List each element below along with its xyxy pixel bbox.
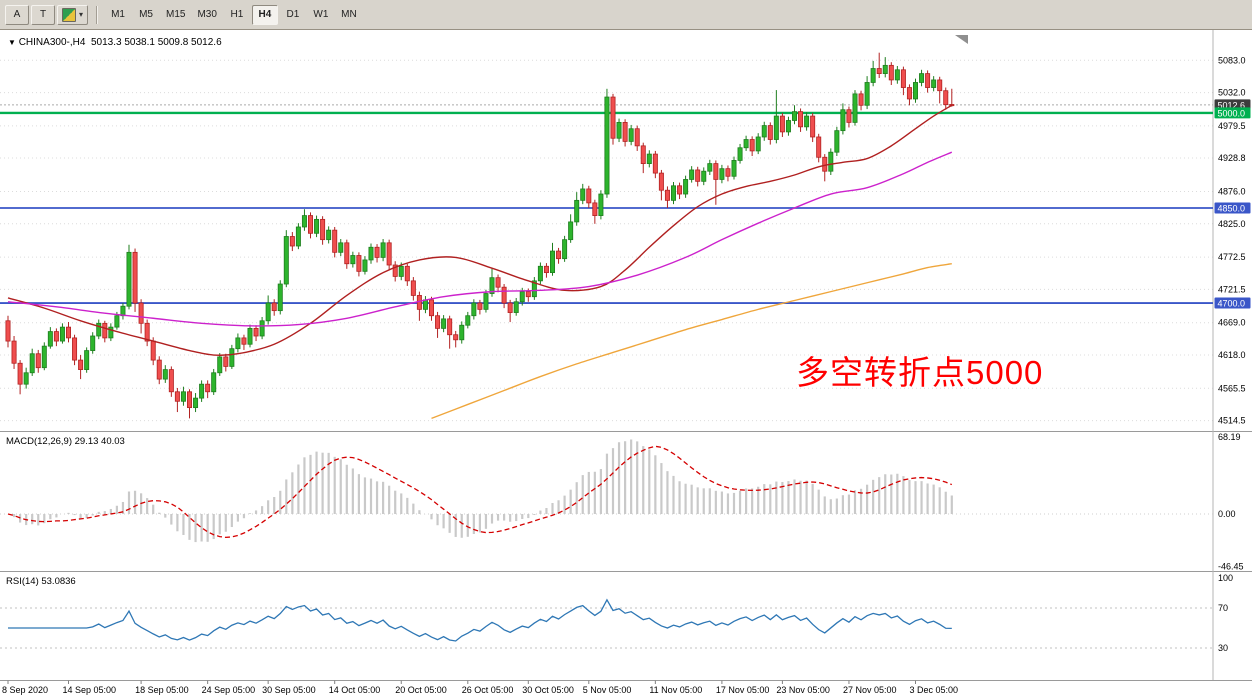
svg-text:23 Nov 05:00: 23 Nov 05:00	[776, 685, 830, 695]
ma-layer	[7, 104, 953, 420]
svg-text:100: 100	[1218, 573, 1233, 583]
svg-text:-46.45: -46.45	[1218, 561, 1244, 571]
svg-text:4928.8: 4928.8	[1218, 153, 1246, 163]
trend-annotation[interactable]: 多空转折点5000	[796, 354, 1044, 391]
svg-text:5083.0: 5083.0	[1218, 55, 1246, 65]
svg-text:3 Dec 05:00: 3 Dec 05:00	[910, 685, 959, 695]
svg-text:30 Oct 05:00: 30 Oct 05:00	[522, 685, 574, 695]
palette-icon	[62, 7, 76, 22]
price-scale[interactable]: 5083.0 5032.0 4979.5 4928.8 4876.0 4825.0 4772…	[1214, 55, 1251, 653]
toolbar-separator	[96, 5, 98, 24]
svg-text:4669.0: 4669.0	[1218, 318, 1246, 328]
macd-layer	[0, 439, 1213, 543]
svg-text:4850.0: 4850.0	[1218, 203, 1246, 213]
svg-text:20 Oct 05:00: 20 Oct 05:00	[395, 685, 447, 695]
macd-signal-line	[7, 445, 953, 539]
svg-text:8 Sep 2020: 8 Sep 2020	[2, 685, 48, 695]
svg-text:11 Nov 05:00: 11 Nov 05:00	[649, 685, 702, 695]
macd-label: MACD(12,26,9) 29.13 40.03	[6, 436, 125, 447]
arrow-tool-button[interactable]: A	[5, 4, 29, 25]
svg-text:0.00: 0.00	[1218, 509, 1236, 519]
svg-text:5012.6: 5012.6	[1218, 100, 1246, 110]
timeframe-button-m30[interactable]: M30	[192, 4, 222, 25]
scroll-to-end-marker[interactable]	[955, 35, 968, 44]
ma_mid-line	[7, 151, 953, 327]
svg-text:14 Oct 05:00: 14 Oct 05:00	[329, 685, 381, 695]
svg-text:4618.0: 4618.0	[1218, 350, 1246, 360]
svg-text:24 Sep 05:00: 24 Sep 05:00	[202, 685, 256, 695]
candles-layer	[5, 52, 955, 419]
svg-text:14 Sep 05:00: 14 Sep 05:00	[63, 685, 117, 695]
timeframe-button-m1[interactable]: M1	[105, 4, 132, 25]
rsi-layer	[0, 598, 1213, 649]
price-badge-4850.0	[1214, 202, 1251, 214]
svg-text:30: 30	[1218, 643, 1228, 653]
svg-text:4721.5: 4721.5	[1218, 284, 1246, 294]
svg-text:17 Nov 05:00: 17 Nov 05:00	[716, 685, 770, 695]
symbol-title: ▼ CHINA300-,H4 5013.3 5038.1 5009.8 5012…	[8, 37, 222, 48]
draw-tool-dropdown[interactable]: ▾	[57, 4, 89, 25]
chart-icon: ▼	[8, 38, 16, 47]
svg-text:18 Sep 05:00: 18 Sep 05:00	[135, 685, 189, 695]
timeframe-button-h4[interactable]: H4	[251, 4, 278, 25]
text-tool-button[interactable]: T	[31, 4, 55, 25]
svg-text:4772.5: 4772.5	[1218, 252, 1246, 262]
timeframe-button-h1[interactable]: H1	[223, 4, 250, 25]
timeframe-button-mn[interactable]: MN	[335, 4, 362, 25]
svg-text:4979.5: 4979.5	[1218, 121, 1246, 131]
svg-text:4565.5: 4565.5	[1218, 383, 1246, 393]
timeframe-button-d1[interactable]: D1	[279, 4, 306, 25]
svg-text:4876.0: 4876.0	[1218, 186, 1246, 196]
svg-text:5000.0: 5000.0	[1218, 108, 1246, 118]
svg-text:68.19: 68.19	[1218, 432, 1241, 442]
svg-text:5032.0: 5032.0	[1218, 88, 1246, 98]
rsi-line	[8, 598, 952, 642]
rsi-label: RSI(14) 53.0836	[6, 576, 76, 587]
toolbar: A T ▾ M1 M5 M15 M30 H1 H4 D1 W1 MN	[0, 0, 1252, 30]
time-scale[interactable]: 8 Sep 2020 14 Sep 05:00 18 Sep 05:00 24 Sep…	[2, 680, 959, 696]
svg-text:4700.0: 4700.0	[1218, 299, 1246, 309]
svg-text:30 Sep 05:00: 30 Sep 05:00	[262, 685, 316, 695]
svg-text:4514.5: 4514.5	[1218, 416, 1246, 426]
ma_slow-line	[431, 263, 952, 420]
svg-text:27 Nov 05:00: 27 Nov 05:00	[843, 685, 897, 695]
timeframe-button-m15[interactable]: M15	[161, 4, 191, 25]
timeframe-group: M1 M5 M15 M30 H1 H4 D1 W1 MN	[105, 4, 362, 25]
svg-text:4825.0: 4825.0	[1218, 219, 1246, 229]
chevron-down-icon: ▾	[79, 10, 84, 19]
timeframe-button-m5[interactable]: M5	[133, 4, 160, 25]
timeframe-button-w1[interactable]: W1	[307, 4, 334, 25]
ohlc-values: 5013.3 5038.1 5009.8 5012.6	[90, 37, 222, 48]
svg-text:5 Nov 05:00: 5 Nov 05:00	[583, 685, 632, 695]
svg-text:70: 70	[1218, 603, 1228, 613]
chart-canvas[interactable]: 5083.0 5032.0 4979.5 4928.8 4876.0 4825.0 4772…	[0, 30, 1252, 700]
grid-layer	[0, 30, 1252, 681]
price-badge-4700.0	[1214, 297, 1251, 309]
svg-text:26 Oct 05:00: 26 Oct 05:00	[462, 685, 514, 695]
ma_fast-line	[7, 104, 953, 357]
price-badge-5000.0	[1214, 107, 1251, 119]
